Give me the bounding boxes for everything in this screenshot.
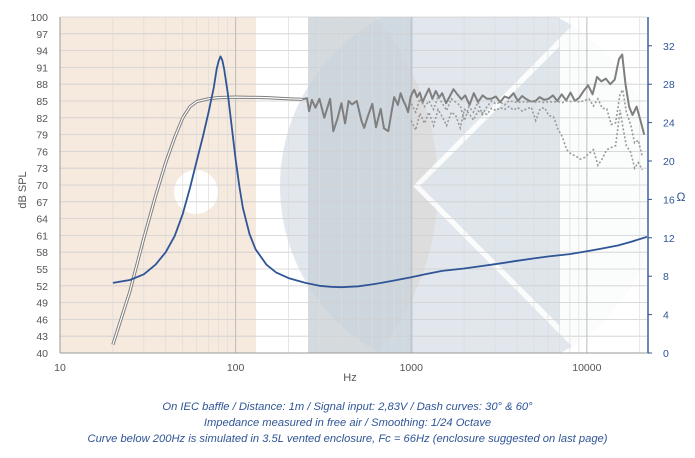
- x-tick-label: 100: [227, 362, 245, 374]
- chart-axes: [59, 17, 649, 354]
- left-tick-label: 76: [36, 146, 48, 158]
- right-tick-label: 32: [663, 41, 675, 53]
- right-tick-label: 4: [663, 310, 669, 322]
- caption-line-3: Curve below 200Hz is simulated in 3.5L v…: [87, 433, 608, 445]
- caption-line-1: On IEC baffle / Distance: 1m / Signal in…: [162, 401, 533, 413]
- left-tick-label: 97: [36, 29, 48, 41]
- left-tick-label: 70: [36, 180, 48, 192]
- series-spl_simulated_pair-inner: [112, 96, 303, 345]
- background-watermark: [60, 17, 647, 353]
- series-spl_30deg: [410, 87, 644, 158]
- left-tick-label: 85: [36, 96, 48, 108]
- left-tick-label: 43: [36, 331, 48, 343]
- right-tick-label: 16: [663, 194, 675, 206]
- series-spl_on_axis: [302, 53, 646, 135]
- right-tick-label: 8: [663, 271, 669, 283]
- right-tick-label: 24: [663, 118, 675, 130]
- caption-line-2: Impedance measured in free air / Smoothi…: [203, 417, 492, 429]
- left-tick-label: 67: [36, 197, 48, 209]
- frequency-response-chart: 4043464952555861646770737679828588919497…: [17, 12, 686, 384]
- left-tick-label: 58: [36, 247, 48, 259]
- x-tick-label: 10000: [572, 362, 601, 374]
- left-tick-label: 55: [36, 264, 48, 276]
- left-tick-label: 46: [36, 314, 48, 326]
- watermark-chevron: [420, 46, 560, 326]
- chart-grid: [59, 16, 647, 354]
- left-tick-label: 64: [36, 214, 48, 226]
- series-impedance: [112, 55, 647, 289]
- left-tick-label: 100: [30, 12, 48, 24]
- x-tick-label: 10: [54, 362, 66, 374]
- left-tick-label: 88: [36, 79, 48, 91]
- left-tick-label: 82: [36, 113, 48, 125]
- left-tick-label: 40: [36, 348, 48, 360]
- x-axis-title: Hz: [343, 372, 356, 384]
- right-axis-title: Ω: [677, 190, 686, 204]
- right-axis-ticks: 0 4 8 12 16 20 24 28 32: [648, 41, 675, 360]
- chart-series-layer: [111, 53, 647, 346]
- right-tick-label: 28: [663, 79, 675, 91]
- right-tick-label: 0: [663, 348, 669, 360]
- right-tick-label: 20: [663, 156, 675, 168]
- watermark-disc-hole: [174, 170, 218, 214]
- x-tick-label: 1000: [400, 362, 424, 374]
- x-axis-ticks: 10 100 1000 10000: [54, 362, 601, 374]
- right-tick-label: 12: [663, 233, 675, 245]
- left-axis-ticks: 40 43 46 49 52 55 58 61 64 67 70 73 76 79 82 85 88 91 94 97…: [30, 12, 48, 360]
- left-tick-label: 52: [36, 281, 48, 293]
- left-tick-label: 79: [36, 130, 48, 142]
- left-axis-title: dB SPL: [17, 171, 29, 208]
- left-tick-label: 49: [36, 298, 48, 310]
- left-tick-label: 91: [36, 62, 48, 74]
- series-spl_60deg: [410, 105, 644, 171]
- left-tick-label: 94: [36, 46, 48, 58]
- left-tick-label: 61: [36, 230, 48, 242]
- left-tick-label: 73: [36, 163, 48, 175]
